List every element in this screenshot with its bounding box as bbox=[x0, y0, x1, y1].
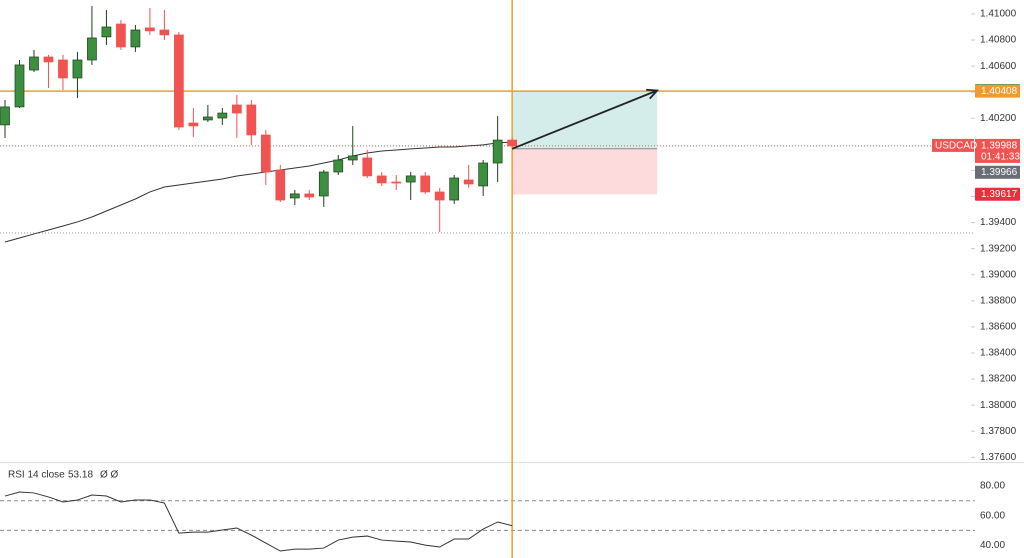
indicator-symbols: Ø Ø bbox=[100, 470, 119, 481]
candle-body bbox=[217, 112, 228, 119]
candle-body bbox=[420, 175, 431, 193]
candle-body bbox=[463, 179, 474, 185]
stop-tag: 1.39617 bbox=[981, 189, 1018, 200]
candle-body bbox=[116, 23, 126, 48]
y-tick-label: 1.40600 bbox=[980, 61, 1017, 72]
candle-body bbox=[478, 162, 489, 187]
candle-body bbox=[376, 175, 387, 184]
rsi-tick-label: 80.00 bbox=[980, 481, 1005, 492]
y-tick-label: 1.39400 bbox=[980, 217, 1017, 228]
y-tick-label: 1.38000 bbox=[980, 400, 1017, 411]
entry-tag-bg bbox=[975, 165, 1020, 179]
candle-body bbox=[145, 27, 155, 32]
candle-body bbox=[362, 157, 373, 177]
y-tick-label: 1.38400 bbox=[980, 348, 1017, 359]
y-tick-label: 1.37600 bbox=[980, 452, 1017, 463]
y-tick-label: 1.38800 bbox=[980, 295, 1017, 306]
candle-body bbox=[231, 104, 242, 114]
y-tick-label: 1.37800 bbox=[980, 426, 1017, 437]
symbol-tag: USDCAD bbox=[935, 141, 977, 152]
candle-body bbox=[72, 59, 83, 79]
symbol-bg bbox=[932, 138, 974, 152]
moving-average bbox=[4, 141, 513, 243]
candle-body bbox=[318, 171, 329, 197]
stop-tag-bg bbox=[975, 187, 1020, 201]
candle-body bbox=[304, 193, 315, 198]
candle-body bbox=[159, 29, 170, 36]
candle-body bbox=[405, 175, 416, 183]
candle-body bbox=[246, 104, 257, 136]
y-tick-label: 1.38200 bbox=[980, 374, 1017, 385]
candle-body bbox=[492, 139, 503, 164]
hline-tag: 1.40408 bbox=[981, 86, 1018, 97]
y-tick-label: 1.40800 bbox=[980, 35, 1017, 46]
candle-body bbox=[29, 56, 39, 71]
indicator-title: RSI 14 close bbox=[8, 470, 65, 481]
candle-body bbox=[43, 56, 54, 63]
candle-body bbox=[0, 106, 10, 126]
candle-body bbox=[87, 37, 97, 61]
candle-body bbox=[260, 134, 271, 173]
stop-zone bbox=[512, 148, 658, 195]
hline-tag-bg bbox=[975, 84, 1020, 98]
candle-body bbox=[174, 34, 184, 128]
rsi-line bbox=[4, 491, 513, 552]
y-tick-label: 1.39000 bbox=[980, 269, 1017, 280]
candle-body bbox=[14, 64, 25, 108]
candle-body bbox=[434, 191, 445, 201]
candle-body bbox=[507, 139, 517, 147]
candle-body bbox=[130, 29, 141, 48]
candle-body bbox=[289, 193, 300, 199]
y-tick-label: 1.38600 bbox=[980, 322, 1017, 333]
entry-tag: 1.39966 bbox=[981, 167, 1018, 178]
candle-body bbox=[275, 169, 286, 201]
last-price-bg bbox=[975, 138, 1020, 163]
candle-body bbox=[101, 26, 112, 38]
candle-body bbox=[449, 177, 460, 201]
indicator-value: 53.18 bbox=[68, 470, 93, 481]
candle-body bbox=[391, 181, 402, 184]
arrow-shaft bbox=[511, 89, 658, 150]
candle-body bbox=[333, 159, 344, 173]
rsi-tick-label: 40.00 bbox=[980, 540, 1005, 551]
candle-body bbox=[347, 155, 358, 161]
candle-body bbox=[58, 59, 68, 79]
arrow-head bbox=[646, 88, 660, 100]
countdown: 01:41:33 bbox=[981, 152, 1020, 163]
y-tick-label: 1.40200 bbox=[980, 113, 1017, 124]
y-tick-label: 1.39200 bbox=[980, 243, 1017, 254]
rsi-tick-label: 60.00 bbox=[980, 510, 1005, 521]
candle-body bbox=[203, 116, 213, 121]
candle-body bbox=[188, 122, 199, 127]
last-price-tag: 1.39988 bbox=[981, 141, 1018, 152]
y-tick-label: 1.41000 bbox=[980, 9, 1017, 20]
